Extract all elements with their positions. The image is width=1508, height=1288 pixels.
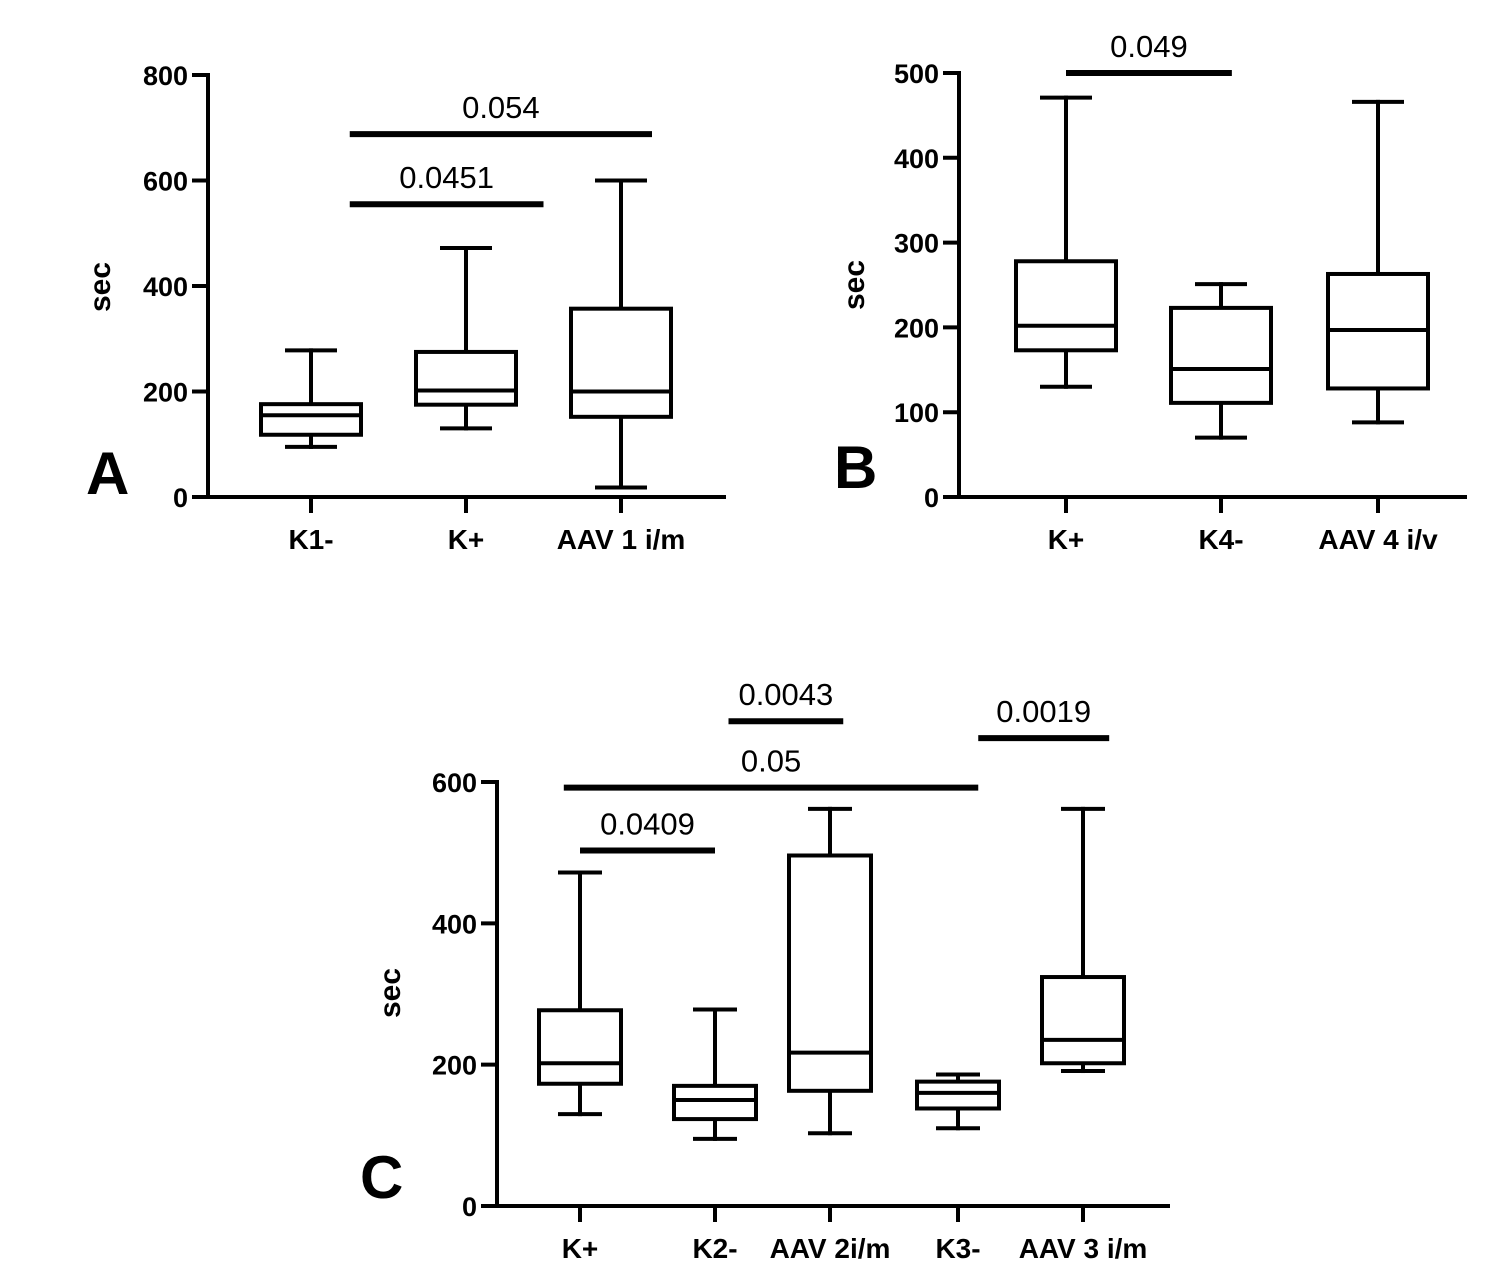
category-label: K4-: [1198, 524, 1243, 555]
category-label: AAV 4 i/v: [1318, 524, 1438, 555]
iqr-box: [569, 306, 673, 419]
box-aav-1-i-m: [569, 178, 673, 490]
p-value-label: 0.0451: [399, 160, 494, 195]
category-label: AAV 1 i/m: [557, 524, 686, 555]
category-label: K2-: [692, 1233, 737, 1264]
iqr-box: [1014, 259, 1118, 353]
panel-c: C sec 0 200 400 600 K+ K2- AAV 2i/m K3- AAV 3 i/…: [360, 677, 1170, 1264]
panel-b: B sec 0 100 200 300 400 500 K+ K4- AAV 4 i/v 0.04…: [834, 29, 1467, 555]
p-value-label: 0.0019: [996, 694, 1091, 729]
y-tick-label: 600: [432, 768, 477, 798]
y-tick-label: 200: [143, 378, 188, 408]
box-k-: [537, 870, 623, 1117]
category-label: K3-: [935, 1233, 980, 1264]
category-label: K+: [448, 524, 485, 555]
box-k-: [1014, 95, 1118, 389]
y-tick-label: 200: [894, 313, 939, 343]
p-value-label: 0.05: [741, 744, 801, 779]
y-axis-title-b: sec: [838, 260, 871, 310]
box-k3-: [915, 1072, 1001, 1131]
y-tick-label: 500: [894, 59, 939, 89]
iqr-box: [787, 853, 873, 1093]
y-tick-label: 0: [462, 1192, 477, 1222]
y-tick-label: 200: [432, 1051, 477, 1081]
panel-label-c: C: [360, 1144, 403, 1211]
y-tick-label: 800: [143, 61, 188, 91]
p-value-label: 0.054: [462, 90, 540, 125]
p-value-label: 0.049: [1110, 29, 1188, 64]
category-label: AAV 2i/m: [770, 1233, 891, 1264]
panel-label-a: A: [86, 440, 129, 507]
y-tick-label: 400: [143, 272, 188, 302]
box-k2-: [672, 1007, 758, 1141]
box-aav-2i-m: [787, 806, 873, 1136]
y-tick-label: 600: [143, 167, 188, 197]
iqr-box: [1040, 975, 1126, 1066]
y-tick-label: 400: [432, 909, 477, 939]
box-k-: [414, 246, 518, 431]
y-tick-label: 0: [924, 483, 939, 513]
p-value-label: 0.0043: [738, 677, 833, 712]
y-tick-label: 0: [173, 483, 188, 513]
panel-a: A sec 0 200 400 600 800 K1- K+ AAV 1 i/m 0.0451 0…: [84, 61, 726, 555]
y-tick-label: 300: [894, 229, 939, 259]
y-axis-title-c: sec: [374, 968, 407, 1018]
panel-label-b: B: [834, 434, 877, 501]
box-k4-: [1169, 282, 1273, 440]
category-label: AAV 3 i/m: [1019, 1233, 1148, 1264]
box-aav-3-i-m: [1040, 806, 1126, 1074]
y-axis-title-a: sec: [84, 262, 117, 312]
iqr-box: [915, 1079, 1001, 1111]
category-label: K1-: [288, 524, 333, 555]
iqr-box: [672, 1083, 758, 1122]
iqr-box: [1169, 305, 1273, 405]
y-tick-label: 400: [894, 144, 939, 174]
category-label: K+: [562, 1233, 599, 1264]
iqr-box: [414, 349, 518, 407]
category-label: K+: [1048, 524, 1085, 555]
iqr-box: [259, 402, 363, 437]
box-aav-4-i-v: [1326, 99, 1430, 425]
p-value-label: 0.0409: [600, 807, 695, 842]
box-k1-: [259, 348, 363, 449]
y-tick-label: 100: [894, 398, 939, 428]
iqr-box: [537, 1008, 623, 1086]
